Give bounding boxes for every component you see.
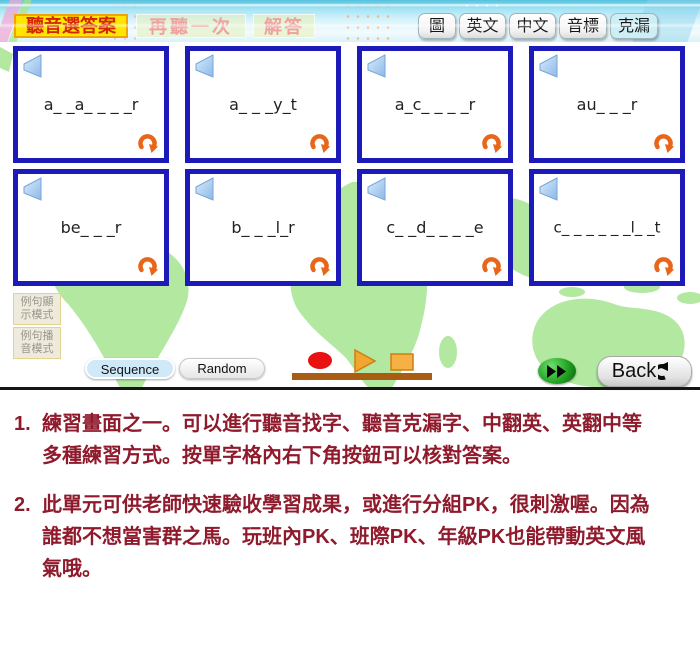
decor-streak bbox=[632, 0, 700, 42]
tab-listen-again[interactable]: 再聽一次 bbox=[136, 14, 246, 38]
example-audio-mode-button[interactable]: 例句播音模式 bbox=[13, 327, 61, 359]
word-text: a_ _a_ _ _ _r bbox=[43, 94, 139, 114]
word-card: au_ _ _r bbox=[529, 46, 685, 163]
note-text: 此單元可供老師快速驗收學習成果，或進行分組PK，很刺激喔。因為誰都不想當害群之馬… bbox=[42, 494, 650, 580]
speaker-icon[interactable] bbox=[22, 177, 46, 201]
word-text: c_ _ _ _ _ _l_ _t bbox=[553, 218, 661, 237]
back-button-label: Back bbox=[611, 360, 657, 382]
speaker-icon[interactable] bbox=[194, 177, 218, 201]
decor-dots bbox=[110, 0, 140, 44]
note-number: 1. bbox=[14, 413, 31, 435]
tab-cloze[interactable]: 克漏 bbox=[610, 13, 658, 39]
word-text: b_ _ _l_r bbox=[231, 217, 295, 237]
separator-line bbox=[0, 387, 700, 390]
check-answer-redo-icon[interactable] bbox=[653, 255, 675, 277]
word-card: a_c_ _ _ _r bbox=[357, 46, 513, 163]
speaker-icon[interactable] bbox=[538, 177, 562, 201]
back-curved-arrow-icon bbox=[658, 361, 669, 380]
word-card: c_ _ _ _ _ _l_ _t bbox=[529, 169, 685, 286]
check-answer-redo-icon[interactable] bbox=[137, 255, 159, 277]
caption-notes: 1. 練習畫面之一。可以進行聽音找字、聽音克漏字、中翻英、英翻中等多種練習方式。… bbox=[0, 391, 700, 650]
check-answer-redo-icon[interactable] bbox=[653, 132, 675, 154]
check-answer-redo-icon[interactable] bbox=[137, 132, 159, 154]
stop-button[interactable] bbox=[390, 353, 414, 371]
word-card: a_ _ _y_t bbox=[185, 46, 341, 163]
check-answer-redo-icon[interactable] bbox=[309, 255, 331, 277]
speaker-icon[interactable] bbox=[194, 54, 218, 78]
playback-bar bbox=[292, 373, 432, 380]
app-screenshot: 聽音選答案 再聽一次 解答 圖 英文 中文 音標 克漏 a_ _a_ _ _ _… bbox=[0, 0, 700, 391]
word-text: a_c_ _ _ _r bbox=[394, 94, 476, 114]
decor-dots bbox=[462, 0, 498, 44]
check-answer-redo-icon[interactable] bbox=[481, 255, 503, 277]
top-bar: 聽音選答案 再聽一次 解答 圖 英文 中文 音標 克漏 bbox=[0, 0, 700, 44]
tab-english[interactable]: 英文 bbox=[459, 13, 506, 39]
note-text: 練習畫面之一。可以進行聽音找字、聽音克漏字、中翻英、英翻中等多種練習方式。按單字… bbox=[42, 413, 642, 467]
example-display-mode-button[interactable]: 例句顯示模式 bbox=[13, 293, 61, 325]
decor-dots bbox=[343, 0, 395, 44]
record-dot-icon bbox=[308, 352, 332, 369]
tab-chinese[interactable]: 中文 bbox=[509, 13, 556, 39]
word-text: c_ _d_ _ _ _e bbox=[386, 217, 484, 237]
tab-listen-and-choose[interactable]: 聽音選答案 bbox=[14, 14, 128, 38]
decor-streak bbox=[0, 0, 23, 42]
check-answer-redo-icon[interactable] bbox=[309, 132, 331, 154]
word-card: be_ _ _r bbox=[13, 169, 169, 286]
speaker-icon[interactable] bbox=[538, 54, 562, 78]
speaker-icon[interactable] bbox=[366, 177, 390, 201]
decor-streak bbox=[8, 0, 32, 42]
note-item-2: 2. 此單元可供老師快速驗收學習成果，或進行分組PK，很刺激喔。因為誰都不想當害… bbox=[14, 489, 686, 585]
note-number: 2. bbox=[14, 494, 31, 516]
tab-picture[interactable]: 圖 bbox=[418, 13, 456, 39]
fast-forward-icon bbox=[547, 364, 566, 378]
tab-phonetic[interactable]: 音標 bbox=[559, 13, 607, 39]
tab-show-answer[interactable]: 解答 bbox=[253, 14, 315, 38]
sequence-button[interactable]: Sequence bbox=[85, 358, 175, 379]
check-answer-redo-icon[interactable] bbox=[481, 132, 503, 154]
random-button[interactable]: Random bbox=[179, 358, 265, 379]
speaker-icon[interactable] bbox=[22, 54, 46, 78]
play-button[interactable] bbox=[351, 348, 377, 374]
word-text: au_ _ _r bbox=[576, 94, 638, 114]
back-button[interactable]: Back bbox=[597, 356, 692, 387]
word-card: c_ _d_ _ _ _e bbox=[357, 169, 513, 286]
fast-forward-button[interactable] bbox=[538, 358, 576, 384]
word-card: a_ _a_ _ _ _r bbox=[13, 46, 169, 163]
word-text: a_ _ _y_t bbox=[229, 94, 297, 114]
note-item-1: 1. 練習畫面之一。可以進行聽音找字、聽音克漏字、中翻英、英翻中等多種練習方式。… bbox=[14, 408, 686, 472]
word-card: b_ _ _l_r bbox=[185, 169, 341, 286]
speaker-icon[interactable] bbox=[366, 54, 390, 78]
word-text: be_ _ _r bbox=[60, 217, 122, 237]
